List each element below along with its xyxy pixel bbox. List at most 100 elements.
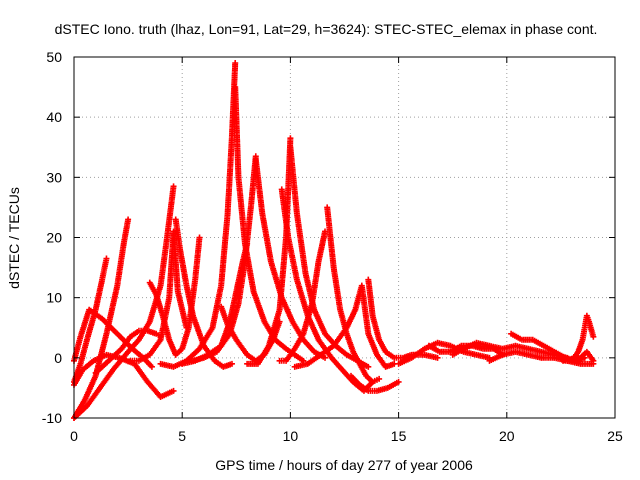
data-point-run bbox=[315, 230, 328, 263]
data-point-run bbox=[370, 314, 382, 341]
data-point-run bbox=[209, 284, 224, 329]
data-point bbox=[125, 216, 132, 223]
data-point-run bbox=[170, 230, 181, 293]
data-point-run bbox=[235, 176, 248, 245]
data-point-run bbox=[129, 329, 141, 339]
data-point-run bbox=[92, 352, 108, 363]
data-point-run bbox=[384, 350, 396, 360]
data-point-run bbox=[542, 343, 556, 354]
data-point bbox=[322, 354, 329, 361]
data-point-run bbox=[153, 293, 166, 317]
data-point-run bbox=[114, 242, 127, 287]
data-point-run bbox=[284, 347, 297, 363]
data-point bbox=[244, 240, 251, 247]
data-point-run bbox=[586, 320, 596, 338]
data-point bbox=[170, 183, 177, 190]
data-point bbox=[183, 324, 190, 331]
data-series bbox=[287, 144, 372, 370]
data-point-run bbox=[245, 353, 257, 363]
data-point-run bbox=[397, 355, 413, 366]
chart-title: dSTEC Iono. truth (lhaz, Lon=91, Lat=29,… bbox=[55, 21, 598, 37]
data-point bbox=[590, 333, 597, 340]
data-point-run bbox=[81, 359, 95, 372]
data-series bbox=[92, 327, 164, 376]
data-series bbox=[71, 351, 177, 400]
data-point-run bbox=[251, 290, 267, 323]
data-point-run bbox=[584, 350, 596, 363]
data-point-run bbox=[266, 308, 282, 347]
data-point bbox=[376, 375, 383, 382]
data-point-run bbox=[147, 338, 163, 357]
data-point-run bbox=[224, 134, 235, 215]
data-point-run bbox=[451, 346, 465, 357]
y-axis-label: dSTEC / TECUs bbox=[6, 187, 22, 289]
data-point-run bbox=[393, 354, 404, 361]
data-point-run bbox=[164, 185, 177, 239]
data-point-run bbox=[99, 257, 110, 281]
data-point-run bbox=[584, 314, 592, 323]
data-point-run bbox=[218, 212, 231, 287]
data-point bbox=[365, 363, 372, 370]
data-point-run bbox=[462, 340, 478, 351]
data-point-run bbox=[365, 278, 376, 317]
data-point-run bbox=[78, 308, 92, 338]
y-tick-label: -10 bbox=[42, 410, 62, 426]
data-point-run bbox=[218, 320, 233, 348]
data-point-run bbox=[232, 85, 242, 179]
y-tick-label: 50 bbox=[46, 49, 62, 65]
x-axis-label: GPS time / hours of day 277 of year 2006 bbox=[215, 457, 473, 473]
data-series bbox=[560, 348, 597, 364]
y-tick-label: 10 bbox=[46, 290, 62, 306]
data-point-run bbox=[85, 386, 102, 408]
data-series bbox=[71, 216, 132, 421]
data-point-run bbox=[449, 343, 463, 354]
data-point-run bbox=[285, 236, 300, 281]
data-point-run bbox=[359, 284, 372, 335]
data-point-run bbox=[351, 350, 362, 366]
data-point-run bbox=[276, 236, 289, 311]
data-point-run bbox=[94, 359, 111, 375]
data-point-run bbox=[305, 314, 321, 342]
data-point-run bbox=[562, 357, 573, 364]
data-point-run bbox=[126, 338, 141, 354]
data-point bbox=[148, 363, 155, 370]
data-point bbox=[196, 234, 203, 241]
data-point-run bbox=[119, 335, 133, 351]
data-point bbox=[170, 387, 177, 394]
data-point-run bbox=[309, 260, 322, 305]
data-point-run bbox=[423, 352, 439, 361]
y-tick-label: 0 bbox=[54, 350, 62, 366]
data-series bbox=[252, 156, 329, 361]
data-point-run bbox=[78, 338, 90, 365]
data-point-run bbox=[475, 352, 491, 361]
data-point-run bbox=[509, 331, 524, 342]
data-point-run bbox=[179, 326, 192, 351]
data-point-run bbox=[227, 290, 239, 323]
data-point-run bbox=[147, 281, 159, 296]
y-tick-label: 20 bbox=[46, 230, 62, 246]
data-marks bbox=[71, 60, 597, 421]
data-point-run bbox=[234, 338, 249, 357]
data-point-run bbox=[87, 307, 104, 321]
data-point-run bbox=[132, 362, 150, 384]
data-point bbox=[232, 60, 239, 67]
data-series bbox=[172, 216, 235, 370]
y-tick-label: 30 bbox=[46, 169, 62, 185]
data-point-run bbox=[173, 218, 183, 251]
data-point bbox=[395, 378, 402, 385]
data-point bbox=[287, 135, 294, 142]
data-point-run bbox=[206, 343, 223, 357]
data-point-run bbox=[294, 212, 309, 275]
data-point-run bbox=[579, 350, 589, 360]
data-point-run bbox=[279, 188, 291, 239]
data-point-run bbox=[367, 387, 378, 394]
data-point-run bbox=[111, 350, 130, 372]
data-series bbox=[291, 282, 398, 370]
data-point-run bbox=[192, 236, 203, 281]
data-point-run bbox=[306, 353, 323, 366]
data-point-run bbox=[107, 347, 124, 363]
axis-ticks: 0 5 10 15 20 25 -10 0 10 20 30 40 50 bbox=[42, 49, 623, 444]
x-tick-label: 20 bbox=[499, 428, 515, 444]
data-point-run bbox=[375, 353, 388, 369]
data-point-run bbox=[157, 296, 172, 341]
